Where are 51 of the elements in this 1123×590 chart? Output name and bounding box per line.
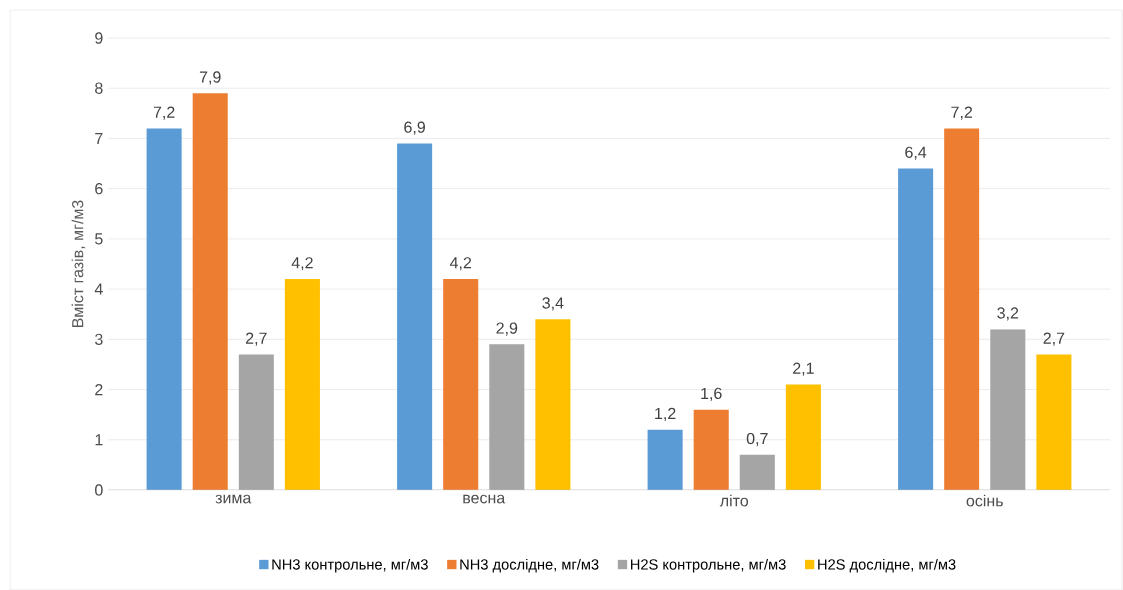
- legend-label: NH3 контрольне, мг/м3: [272, 558, 428, 573]
- y-tick-label: 0: [95, 484, 103, 496]
- bar: [192, 93, 228, 490]
- bar: [535, 319, 571, 490]
- data-label: 2,7: [245, 332, 267, 346]
- bar: [739, 454, 775, 490]
- data-label: 3,4: [542, 297, 564, 311]
- data-label: 2,9: [496, 322, 518, 336]
- data-label: 7,2: [153, 106, 175, 120]
- y-tick-label: 1: [95, 434, 103, 446]
- y-tick-label: 2: [95, 383, 103, 396]
- data-label: 6,4: [905, 146, 927, 160]
- y-tick-label: 3: [95, 333, 103, 345]
- bar: [898, 168, 934, 490]
- bar: [443, 279, 479, 490]
- data-label: 2,7: [1043, 332, 1065, 346]
- y-tick-label: 8: [95, 82, 103, 94]
- data-label: 6,9: [404, 121, 425, 135]
- data-label: 3,2: [997, 307, 1019, 321]
- data-label: 7,2: [951, 106, 973, 120]
- bar: [1036, 354, 1072, 490]
- bar: [397, 143, 433, 490]
- bar: [990, 329, 1026, 490]
- bar: [693, 409, 729, 490]
- y-tick-label: 6: [95, 183, 103, 195]
- y-axis-title: Вміст газів, мг/м3: [71, 200, 86, 327]
- x-tick-label: зима: [215, 494, 252, 504]
- y-tick-label: 7: [95, 132, 103, 144]
- data-label: 4,2: [449, 257, 472, 271]
- legend-label: H2S дослідне, мг/м3: [818, 558, 956, 573]
- x-tick-label: весна: [463, 494, 506, 504]
- x-tick-label: осінь: [966, 494, 1003, 507]
- bar: [284, 279, 320, 490]
- data-label: 7,9: [199, 71, 221, 85]
- data-label: 2,1: [793, 362, 814, 376]
- bar: [944, 128, 980, 490]
- data-label: 4,2: [291, 257, 313, 271]
- y-tick-label: 4: [94, 283, 103, 295]
- bar: [489, 344, 525, 490]
- y-tick-label: 5: [95, 233, 103, 245]
- x-tick-label: літо: [719, 494, 749, 507]
- bar: [785, 384, 821, 490]
- data-label: 1,6: [701, 387, 722, 401]
- bar: [238, 354, 274, 490]
- bar: [647, 429, 683, 490]
- bar: [146, 128, 182, 490]
- y-tick-label: 9: [95, 32, 103, 44]
- legend-label: NH3 дослідне, мг/м3: [460, 558, 599, 573]
- data-label: 1,2: [655, 407, 676, 422]
- data-label: 0,7: [746, 432, 768, 447]
- legend-label: H2S контрольне, мг/м3: [631, 558, 786, 573]
